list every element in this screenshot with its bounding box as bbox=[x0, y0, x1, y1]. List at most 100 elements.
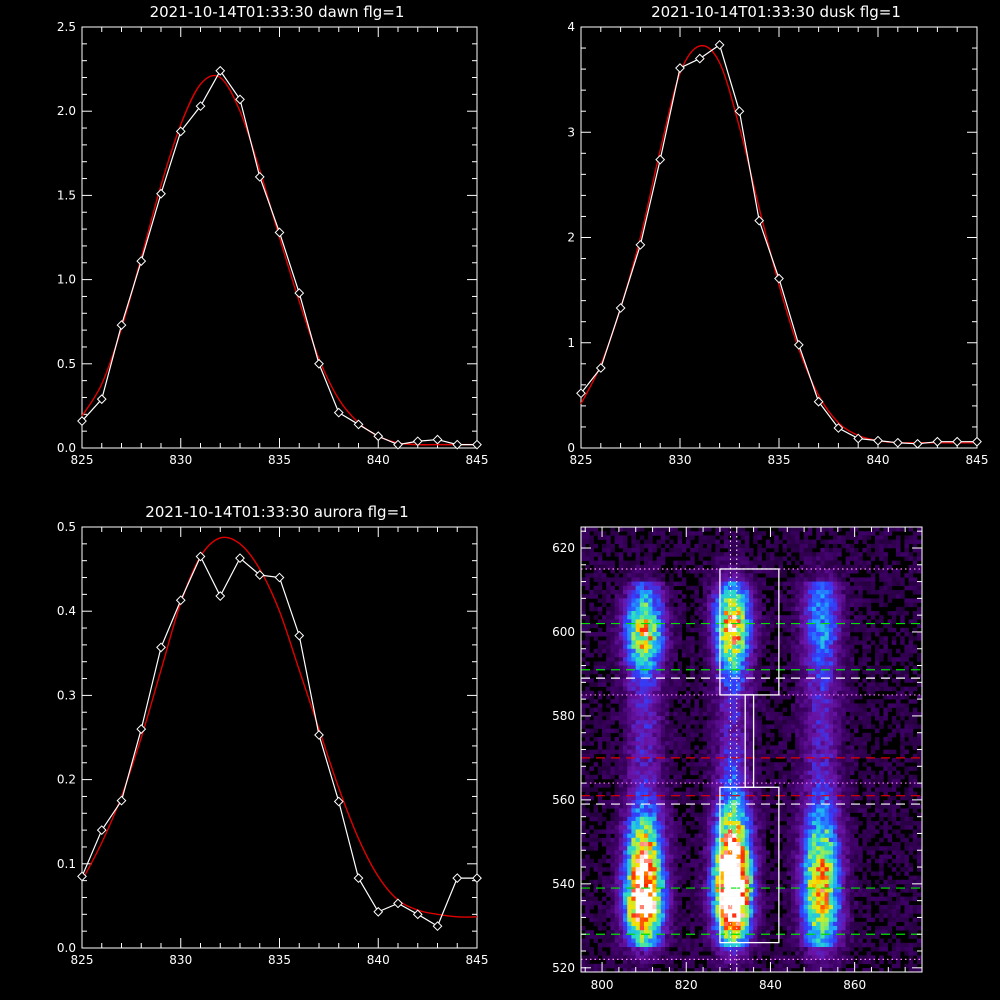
heatmap-cell bbox=[652, 611, 657, 616]
heatmap-cell bbox=[707, 552, 712, 557]
heatmap-cell bbox=[812, 556, 817, 561]
heatmap-cell bbox=[845, 556, 851, 561]
heatmap-cell bbox=[694, 585, 699, 591]
heatmap-cell bbox=[702, 602, 708, 608]
heatmap-cell bbox=[791, 548, 796, 553]
heatmap-cell bbox=[648, 682, 653, 687]
heatmap-cell bbox=[736, 548, 741, 553]
heatmap-cell bbox=[837, 732, 842, 738]
heatmap-cell bbox=[585, 539, 590, 545]
heatmap-cell bbox=[791, 812, 796, 818]
heatmap-cell bbox=[862, 632, 867, 637]
heatmap-cell bbox=[757, 745, 762, 750]
heatmap-cell bbox=[820, 585, 825, 591]
dusk-x-tick-label: 840 bbox=[867, 453, 890, 467]
heatmap-cell bbox=[656, 695, 662, 700]
heatmap-cell bbox=[585, 531, 590, 536]
heatmap-cell bbox=[593, 812, 599, 818]
heatmap-cell bbox=[602, 800, 607, 805]
heatmap-cell bbox=[791, 644, 796, 650]
heatmap-cell bbox=[589, 527, 594, 532]
heatmap-cell bbox=[597, 581, 603, 587]
dawn-data-point bbox=[175, 126, 186, 137]
heatmap-cell bbox=[791, 686, 796, 692]
heatmap-cell bbox=[828, 741, 834, 746]
heatmap-cell bbox=[812, 653, 817, 658]
heatmap-cell bbox=[639, 627, 645, 633]
heatmap-cell bbox=[912, 548, 918, 553]
heatmap-cell bbox=[786, 598, 792, 603]
heatmap-cell bbox=[778, 728, 783, 734]
heatmap-cell bbox=[770, 821, 775, 826]
heatmap-cell bbox=[820, 669, 825, 675]
heatmap-cell bbox=[660, 535, 666, 540]
heatmap-cell bbox=[744, 611, 750, 616]
heatmap-cell bbox=[803, 577, 809, 582]
heatmap-cell bbox=[707, 678, 712, 683]
heatmap-cell bbox=[883, 800, 888, 805]
heatmap-cell bbox=[648, 695, 653, 700]
heatmap-cell bbox=[715, 527, 720, 532]
heatmap-cell bbox=[631, 821, 636, 826]
heatmap-cell bbox=[635, 548, 641, 553]
heatmap-cell bbox=[812, 585, 817, 591]
heatmap-cell bbox=[610, 804, 615, 809]
heatmap-cell bbox=[900, 606, 905, 612]
heatmap-cell bbox=[845, 716, 851, 721]
heatmap-cell bbox=[904, 665, 909, 671]
heatmap-cell bbox=[631, 711, 636, 717]
heatmap-cell bbox=[841, 812, 846, 818]
heatmap-cell bbox=[749, 749, 754, 755]
heatmap-cell bbox=[753, 569, 758, 574]
heatmap-cell bbox=[627, 577, 632, 582]
heatmap-cell bbox=[702, 800, 708, 805]
heatmap-cell bbox=[623, 611, 628, 616]
heatmap-cell bbox=[681, 581, 687, 587]
heatmap-cell bbox=[597, 606, 603, 612]
heatmap-cell bbox=[711, 552, 716, 557]
heatmap-cell bbox=[774, 716, 779, 721]
heatmap-cell bbox=[610, 800, 615, 805]
heatmap-cell bbox=[665, 632, 670, 637]
heatmap-cell bbox=[757, 648, 762, 654]
heatmap-cell bbox=[908, 632, 914, 637]
heatmap-cell bbox=[660, 602, 666, 608]
heatmap-cell bbox=[900, 581, 905, 587]
heatmap-cell bbox=[707, 644, 712, 650]
heatmap-cell bbox=[690, 648, 695, 654]
heatmap-cell bbox=[757, 737, 762, 742]
heatmap-cell bbox=[648, 791, 653, 797]
heatmap-cell bbox=[883, 716, 888, 721]
heatmap-cell bbox=[593, 787, 599, 792]
heatmap-cell bbox=[740, 556, 746, 561]
heatmap-cell bbox=[858, 804, 863, 809]
heatmap-cell bbox=[681, 770, 687, 776]
heatmap-cell bbox=[837, 564, 842, 570]
heatmap-cell bbox=[597, 749, 603, 755]
heatmap-cell bbox=[627, 674, 632, 679]
heatmap-cell bbox=[719, 611, 725, 616]
heatmap-cell bbox=[816, 724, 821, 729]
heatmap-cell bbox=[761, 564, 767, 570]
heatmap-cell bbox=[849, 602, 855, 608]
heatmap-cell bbox=[711, 821, 716, 826]
heatmap-cell bbox=[707, 816, 712, 822]
heatmap-cell bbox=[707, 749, 712, 755]
heatmap-cell bbox=[908, 573, 914, 578]
heatmap-cell bbox=[736, 783, 741, 788]
heatmap-cell bbox=[639, 774, 645, 780]
heatmap-cell bbox=[858, 661, 863, 666]
heatmap-cell bbox=[694, 623, 699, 629]
heatmap-cell bbox=[614, 678, 620, 683]
heatmap-cell bbox=[837, 678, 842, 683]
heatmap-cell bbox=[883, 527, 888, 532]
heatmap-cell bbox=[803, 770, 809, 776]
heatmap-cell bbox=[635, 657, 641, 662]
heatmap-cell bbox=[606, 791, 611, 797]
heatmap-cell bbox=[639, 707, 645, 713]
heatmap-cell bbox=[757, 741, 762, 746]
heatmap-cell bbox=[660, 774, 666, 780]
heatmap-cell bbox=[732, 779, 737, 784]
heatmap-cell bbox=[707, 623, 712, 629]
heatmap-cell bbox=[904, 732, 909, 738]
